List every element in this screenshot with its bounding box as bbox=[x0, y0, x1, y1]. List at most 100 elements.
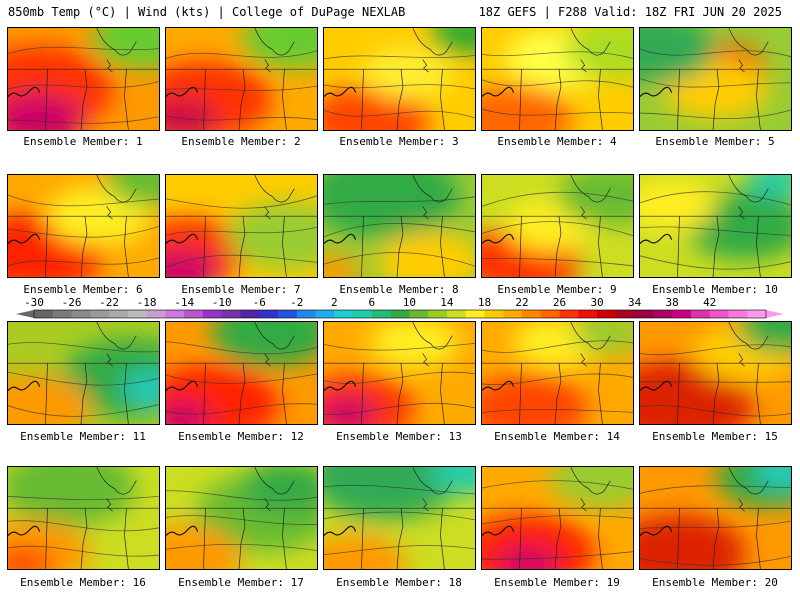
coastline bbox=[166, 380, 199, 392]
colorbar-swatch bbox=[578, 310, 598, 318]
ensemble-map-2 bbox=[165, 27, 318, 131]
temperature-map bbox=[8, 467, 159, 569]
colorbar-tick-label: 34 bbox=[627, 296, 642, 309]
colorbar-swatch bbox=[522, 310, 542, 318]
map-boundaries bbox=[166, 467, 317, 569]
colorbar-swatch bbox=[52, 310, 73, 318]
header-valid-time: 18Z GEFS | F288 Valid: 18Z FRI JUN 20 20… bbox=[478, 5, 782, 19]
map-boundaries bbox=[640, 467, 791, 569]
ensemble-member-label: Ensemble Member: 3 bbox=[339, 135, 459, 148]
height-contours bbox=[324, 342, 475, 415]
colorbar-tick-label: 14 bbox=[440, 296, 454, 309]
colorbar-tick-label: -22 bbox=[99, 296, 119, 309]
ensemble-member-label: Ensemble Member: 8 bbox=[339, 283, 459, 296]
colorbar-swatch bbox=[559, 310, 579, 318]
colorbar-tick-label: -6 bbox=[252, 296, 266, 309]
colorbar-tick-label: 2 bbox=[330, 296, 338, 309]
colorbar-tick-label: 6 bbox=[368, 296, 376, 309]
colorbar-swatch bbox=[728, 310, 748, 318]
map-boundaries bbox=[166, 322, 317, 424]
colorbar-swatch bbox=[165, 310, 185, 318]
coastline bbox=[8, 233, 41, 245]
coastline bbox=[324, 380, 357, 392]
ensemble-member-label: Ensemble Member: 1 bbox=[23, 135, 143, 148]
colorbar-arrow-right bbox=[766, 310, 784, 318]
height-contours bbox=[640, 344, 791, 417]
height-contours bbox=[482, 340, 633, 413]
temperature-map bbox=[482, 322, 633, 424]
colorbar-swatch bbox=[315, 310, 335, 318]
coastline bbox=[8, 86, 41, 98]
coastline bbox=[640, 86, 673, 98]
height-contours bbox=[166, 341, 317, 415]
temperature-map bbox=[8, 28, 159, 130]
height-contours bbox=[8, 194, 159, 266]
map-boundaries bbox=[482, 322, 633, 424]
ensemble-member-label: Ensemble Member: 17 bbox=[178, 576, 304, 589]
temperature-map bbox=[482, 467, 633, 569]
colorbar: -30 -26 -22 -18 -14 -10 -6 -2 2 6 10 14 18 22 26 30 34 38… bbox=[0, 296, 800, 320]
ensemble-map-13 bbox=[323, 321, 476, 425]
ensemble-map-6 bbox=[7, 174, 160, 278]
map-boundaries bbox=[8, 28, 159, 130]
height-contours bbox=[482, 51, 633, 116]
height-contours bbox=[324, 484, 475, 555]
coastline bbox=[324, 525, 357, 537]
ensemble-member-label: Ensemble Member: 5 bbox=[655, 135, 775, 148]
height-contours bbox=[640, 191, 791, 270]
colorbar-swatch bbox=[390, 310, 410, 318]
coastline bbox=[8, 525, 41, 537]
colorbar-swatch bbox=[146, 310, 166, 318]
colorbar-tick-label: -26 bbox=[61, 296, 82, 309]
temperature-map bbox=[640, 322, 791, 424]
colorbar-tick-label: 38 bbox=[665, 296, 679, 309]
map-boundaries bbox=[8, 467, 159, 569]
coastline bbox=[482, 233, 515, 245]
temperature-map bbox=[482, 175, 633, 277]
height-contours bbox=[8, 495, 159, 557]
colorbar-swatch bbox=[221, 310, 241, 318]
colorbar-tick-label: 18 bbox=[477, 296, 492, 309]
temperature-map bbox=[324, 322, 475, 424]
ensemble-map-19 bbox=[481, 466, 634, 570]
colorbar-swatch bbox=[428, 310, 448, 318]
height-contours bbox=[166, 490, 317, 551]
ensemble-member-label: Ensemble Member: 10 bbox=[652, 283, 778, 296]
temperature-map bbox=[640, 467, 791, 569]
colorbar-swatch bbox=[371, 310, 392, 318]
temperature-map bbox=[8, 175, 159, 277]
map-boundaries bbox=[324, 28, 475, 130]
colorbar-swatch bbox=[353, 310, 373, 318]
colorbar-swatch bbox=[334, 310, 354, 318]
colorbar-tick-label: -14 bbox=[174, 296, 195, 309]
ensemble-map-11 bbox=[7, 321, 160, 425]
ensemble-map-10 bbox=[639, 174, 792, 278]
ensemble-map-15 bbox=[639, 321, 792, 425]
temperature-map bbox=[166, 467, 317, 569]
colorbar-tick-label: -18 bbox=[136, 296, 157, 309]
ensemble-map-4 bbox=[481, 27, 634, 131]
ensemble-member-label: Ensemble Member: 2 bbox=[181, 135, 301, 148]
ensemble-member-label: Ensemble Member: 6 bbox=[23, 283, 143, 296]
colorbar-swatch bbox=[71, 310, 91, 318]
colorbar-swatch bbox=[127, 310, 148, 318]
map-boundaries bbox=[8, 175, 159, 277]
colorbar-swatch bbox=[296, 310, 317, 318]
temperature-map bbox=[324, 467, 475, 569]
colorbar-tick-label: 42 bbox=[703, 296, 717, 309]
height-contours bbox=[166, 50, 317, 121]
colorbar-swatch bbox=[503, 310, 523, 318]
height-contours bbox=[640, 48, 791, 120]
colorbar-swatch bbox=[672, 310, 692, 318]
colorbar-arrow-left bbox=[16, 310, 34, 318]
ensemble-member-label: Ensemble Member: 13 bbox=[336, 430, 462, 443]
colorbar-swatch bbox=[597, 310, 617, 318]
colorbar-swatch bbox=[90, 310, 110, 318]
colorbar-tick-label: -2 bbox=[290, 296, 304, 309]
colorbar-tick-label: 30 bbox=[590, 296, 604, 309]
temperature-map bbox=[166, 322, 317, 424]
colorbar-swatch bbox=[747, 310, 767, 318]
height-contours bbox=[482, 480, 633, 560]
height-contours bbox=[640, 485, 791, 566]
coastline bbox=[166, 233, 199, 245]
